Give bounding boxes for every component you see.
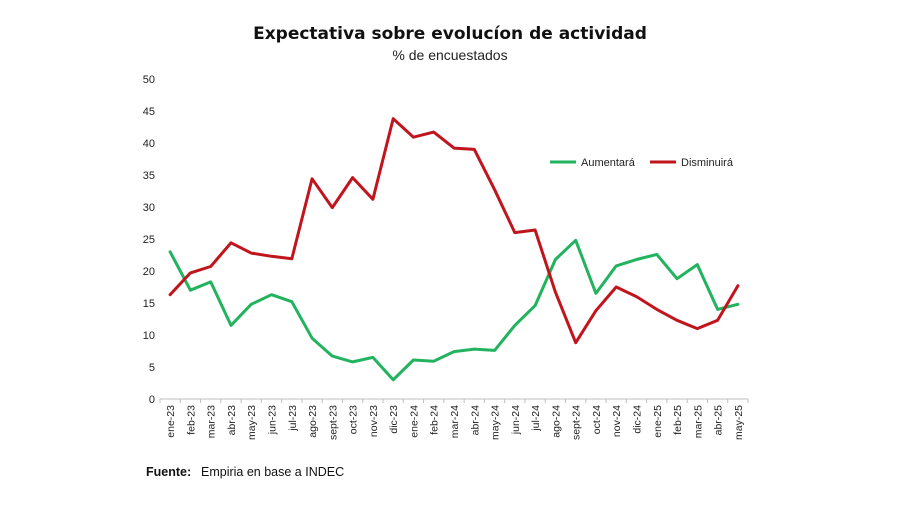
x-axis: ene-23 feb-23 mar-23 abr-23 may-23 jun-23 jul-… xyxy=(159,398,749,440)
y-tick-label: 20 xyxy=(143,266,155,278)
y-tick-label: 15 xyxy=(143,298,155,310)
y-tick-label: 30 xyxy=(143,202,155,214)
y-tick-label: 35 xyxy=(143,170,155,182)
x-tick-label: sept-24 xyxy=(571,405,583,440)
legend-label-disminuira: Disminuirá xyxy=(681,157,734,169)
x-tick-label: may-23 xyxy=(246,405,258,440)
x-tick-label: oct-23 xyxy=(348,405,360,434)
y-tick-label: 5 xyxy=(149,362,155,374)
x-tick-label: ago-24 xyxy=(550,405,562,438)
x-tick-label: dic-24 xyxy=(631,405,643,434)
x-tick-label: ene-25 xyxy=(652,405,664,438)
x-tick-label: jun-24 xyxy=(510,405,522,435)
x-tick-label: mar-23 xyxy=(206,405,218,438)
source-label: Fuente: xyxy=(146,465,191,479)
series-line-aumentara xyxy=(168,238,740,382)
x-tick-label: jun-23 xyxy=(267,405,279,435)
x-tick-label: nov-24 xyxy=(611,405,623,437)
x-tick-label: jul-24 xyxy=(530,405,542,432)
x-tick-label: abr-24 xyxy=(469,405,481,436)
x-tick-label: jul-23 xyxy=(287,405,299,432)
x-tick-label: sept-23 xyxy=(327,405,339,440)
x-tick-label: mar-24 xyxy=(449,405,461,438)
series-line-disminuira xyxy=(168,117,740,345)
x-tick-label: ene-23 xyxy=(165,405,177,438)
y-tick-label: 45 xyxy=(143,106,155,118)
series-layer xyxy=(168,117,740,382)
x-tick-label: oct-24 xyxy=(591,405,603,434)
x-tick-label: dic-23 xyxy=(388,405,400,434)
y-tick-label: 10 xyxy=(143,330,155,342)
x-tick-label: feb-23 xyxy=(185,405,197,435)
chart-title: Expectativa sobre evolucíon de actividad xyxy=(253,24,647,44)
legend-label-aumentara: Aumentará xyxy=(581,157,636,169)
x-tick-label: feb-24 xyxy=(429,405,441,435)
chart-subtitle: % de encuestados xyxy=(392,47,507,63)
source-text: Empiria en base a INDEC xyxy=(201,465,344,479)
y-tick-label: 50 xyxy=(143,74,155,86)
y-axis: 0 5 10 15 20 25 30 35 40 45 50 xyxy=(143,74,155,406)
x-tick-label: ene-24 xyxy=(408,405,420,438)
x-tick-label: abr-23 xyxy=(226,405,238,436)
x-tick-label: feb-25 xyxy=(672,405,684,435)
x-tick-label: may-24 xyxy=(490,405,502,440)
x-tick-label: mar-25 xyxy=(692,405,704,438)
y-tick-label: 40 xyxy=(143,138,155,150)
y-tick-label: 25 xyxy=(143,234,155,246)
x-tick-label: may-25 xyxy=(733,405,745,440)
y-tick-label: 0 xyxy=(149,394,155,406)
legend: Aumentará Disminuirá xyxy=(550,157,734,169)
x-tick-label: ago-23 xyxy=(307,405,319,438)
x-tick-label: abr-25 xyxy=(713,405,725,436)
x-tick-label: nov-23 xyxy=(368,405,380,437)
